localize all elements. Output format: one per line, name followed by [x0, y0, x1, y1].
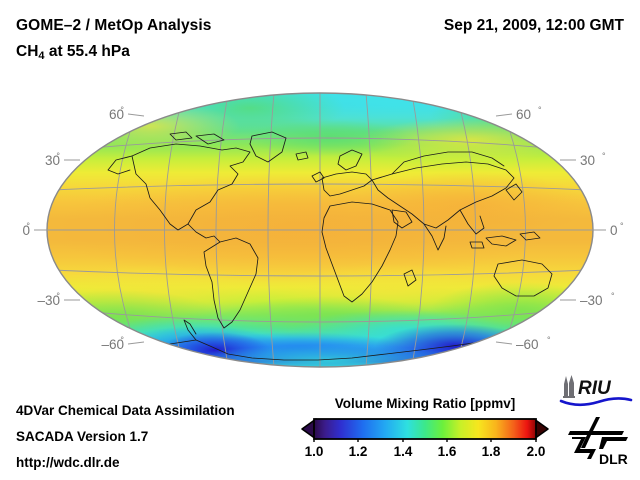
lat-label-n30-right: 30 [580, 153, 595, 168]
lat-label-s60: –60 [101, 337, 124, 352]
cb-tick-2: 1.4 [393, 444, 413, 459]
cb-tick-4: 1.8 [481, 444, 501, 459]
cb-tick-3: 1.6 [437, 444, 457, 459]
colorbar-tick-labels: 1.0 1.2 1.4 1.6 1.8 2.0 [300, 444, 550, 464]
dlr-mark-icon [568, 417, 628, 459]
world-map: 60 ° 30 ° 0 ° –30 ° –60 ° 60 ° 30 ° 0 ° [22, 92, 624, 368]
svg-text:°: ° [120, 105, 124, 115]
coastlines [107, 131, 583, 361]
svg-text:°: ° [538, 105, 542, 115]
map-container: 60 ° 30 ° 0 ° –30 ° –60 ° 60 ° 30 ° 0 ° [0, 78, 640, 378]
species-level: at 55.4 hPa [44, 43, 130, 60]
svg-text:°: ° [620, 221, 624, 231]
cathedral-icon [563, 375, 575, 398]
colorbar: Volume Mixing Ratio [ppmv] [300, 396, 550, 472]
cb-tick-0: 1.0 [304, 444, 324, 459]
page-title: GOME–2 / MetOp Analysis [16, 17, 212, 34]
dlr-logo: DLR [568, 417, 628, 467]
lat-label-eq-right: 0 [610, 223, 618, 238]
species-formula: CH [16, 43, 39, 60]
latitude-labels: 60 ° 30 ° 0 ° –30 ° –60 ° 60 ° 30 ° 0 ° [22, 105, 624, 352]
svg-text:°: ° [602, 151, 606, 161]
ch4-field [47, 93, 593, 367]
lat-label-s60-right: –60 [516, 337, 539, 352]
svg-text:°: ° [611, 291, 615, 301]
svg-text:°: ° [56, 151, 60, 161]
species-subscript: 4 [38, 50, 45, 62]
footer-url[interactable]: http://wdc.dlr.de [16, 455, 120, 470]
lat-label-n30: 30 [45, 153, 60, 168]
riu-wordmark: RIU [578, 378, 612, 399]
wave-icon [559, 397, 633, 407]
cb-tick-1: 1.2 [348, 444, 368, 459]
lat-label-s30-right: –30 [580, 293, 603, 308]
svg-text:°: ° [26, 221, 30, 231]
colorbar-title: Volume Mixing Ratio [ppmv] [334, 396, 516, 411]
lat-label-eq: 0 [22, 223, 30, 238]
footer-version: SACADA Version 1.7 [16, 429, 149, 444]
colorbar-gradient [301, 418, 549, 442]
lat-label-s30: –30 [37, 293, 60, 308]
dlr-wordmark: DLR [599, 451, 628, 467]
graticule-meridians [114, 93, 526, 367]
lat-label-n60: 60 [109, 107, 124, 122]
species-label: CH4 at 55.4 hPa [16, 43, 130, 62]
riu-logo: RIU [559, 375, 633, 407]
svg-text:°: ° [547, 335, 551, 345]
cb-tick-5: 2.0 [526, 444, 546, 459]
footer-method: 4DVar Chemical Data Assimilation [16, 403, 235, 418]
svg-text:°: ° [120, 335, 124, 345]
timestamp: Sep 21, 2009, 12:00 GMT [443, 17, 624, 34]
lat-label-n60-right: 60 [516, 107, 531, 122]
svg-text:°: ° [56, 291, 60, 301]
